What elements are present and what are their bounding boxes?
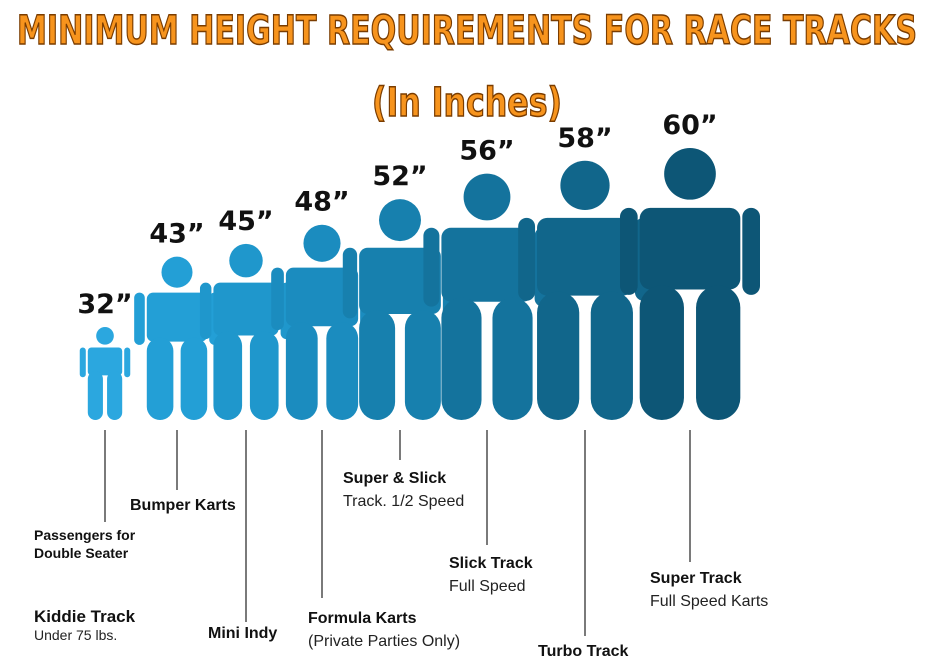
category-name: Slick Track [449, 555, 533, 572]
category-name: Super & Slick [343, 470, 447, 487]
category-label: Slick Track Full Speed [449, 552, 533, 598]
value-label: 43” [149, 219, 204, 250]
category-description: Track. 1/2 Speed [343, 493, 465, 510]
person [342, 199, 458, 420]
value-label: 60” [662, 110, 717, 141]
category-name: Turbo Track [538, 643, 629, 660]
category-name: Formula Karts [308, 610, 417, 627]
category-label: Super Track Full Speed Karts [650, 567, 768, 613]
category-name: Mini Indy [208, 625, 278, 642]
person [271, 224, 373, 420]
category-name: Super Track [650, 570, 742, 587]
person [79, 327, 131, 420]
person [518, 160, 652, 420]
annotation: Kiddie Track [34, 607, 136, 626]
chart-title: MINIMUM HEIGHT REQUIREMENTS FOR RACE TRA… [17, 8, 917, 54]
kiddie-note: Kiddie Track Under 75 lbs. [34, 605, 135, 642]
category-description: Full Speed Karts [650, 593, 769, 610]
category-label: Passengers for Double Seater [34, 526, 164, 562]
person [134, 256, 220, 420]
annotation: Under 75 lbs. [34, 627, 118, 643]
category-name: Bumper Karts [130, 497, 236, 514]
value-label: 45” [218, 206, 273, 237]
category-label: Super & Slick Track. 1/2 Speed [343, 467, 464, 513]
category-label: Bumper Karts [130, 494, 236, 517]
value-label: 32” [77, 289, 132, 320]
category-name: Passengers for Double Seater [34, 527, 136, 561]
chart-subtitle: (In Inches) [372, 80, 562, 126]
category-label: Mini Indy [208, 622, 277, 645]
person [199, 243, 293, 420]
category-label: Turbo Track [538, 640, 628, 663]
value-label: 52” [372, 161, 427, 192]
category-description: Full Speed [449, 578, 526, 595]
person [620, 148, 760, 420]
category-label: Formula Karts (Private Parties Only) [308, 607, 460, 653]
value-label: 58” [557, 123, 612, 154]
value-label: 48” [294, 187, 349, 218]
value-label: 56” [459, 136, 514, 167]
category-description: (Private Parties Only) [308, 633, 461, 650]
